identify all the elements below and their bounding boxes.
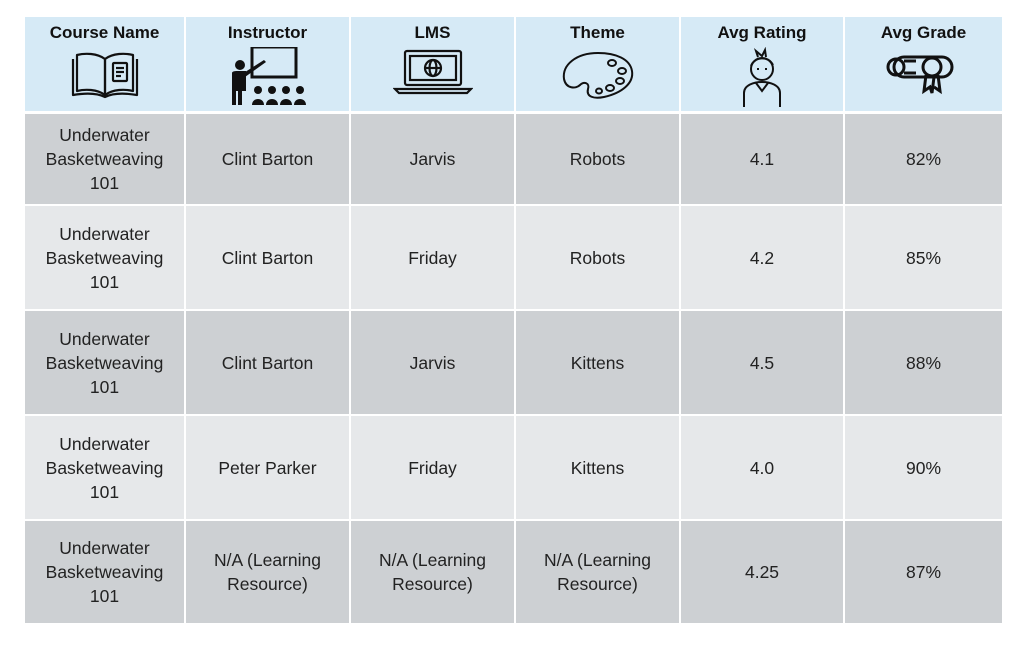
course-table: Course Name Instructor [25,17,1002,625]
table-row: Underwater Basketweaving 101 N/A (Learni… [25,520,1002,625]
cell-lms: N/A (Learning Resource) [350,520,516,625]
cell-course-name: Underwater Basketweaving 101 [25,112,186,206]
header-label: Course Name [49,23,160,42]
cell-theme: Robots [515,112,681,206]
cell-lms: Jarvis [350,112,516,206]
cell-theme: N/A (Learning Resource) [515,520,681,625]
header-avg-grade: Avg Grade [844,17,1002,114]
laptop-globe-icon [392,49,473,95]
header-label: Avg Grade [880,23,967,42]
header-theme: Theme [515,17,681,114]
cell-avg-grade: 82% [844,112,1002,206]
header-row: Course Name Instructor [25,17,1002,114]
table-row: Underwater Basketweaving 101 Clint Barto… [25,310,1002,416]
cell-avg-grade: 87% [844,520,1002,625]
header-label: Avg Rating [717,23,807,42]
table-row: Underwater Basketweaving 101 Clint Barto… [25,205,1002,311]
header-lms: LMS [350,17,516,114]
table-row: Underwater Basketweaving 101 Clint Barto… [25,112,1002,206]
cell-theme: Kittens [515,310,681,416]
header-label: Instructor [227,23,308,42]
table-row: Underwater Basketweaving 101 Peter Parke… [25,415,1002,521]
header-course-name: Course Name [25,17,186,114]
cell-lms: Friday [350,205,516,311]
cell-avg-grade: 88% [844,310,1002,416]
cell-course-name: Underwater Basketweaving 101 [25,310,186,416]
cell-avg-rating: 4.2 [680,205,845,311]
cell-course-name: Underwater Basketweaving 101 [25,520,186,625]
course-table-container: Course Name Instructor [25,17,1002,625]
cell-theme: Kittens [515,415,681,521]
paint-palette-icon [562,51,633,99]
student-person-icon [743,47,781,107]
cell-avg-rating: 4.5 [680,310,845,416]
cell-instructor: Peter Parker [185,415,351,521]
cell-avg-grade: 90% [844,415,1002,521]
header-avg-rating: Avg Rating [680,17,845,114]
cell-avg-rating: 4.1 [680,112,845,206]
cell-instructor: Clint Barton [185,310,351,416]
header-label: Theme [570,23,625,42]
cell-instructor: Clint Barton [185,205,351,311]
teacher-presenting-icon [231,47,306,105]
cell-course-name: Underwater Basketweaving 101 [25,205,186,311]
cell-instructor: N/A (Learning Resource) [185,520,351,625]
cell-avg-rating: 4.25 [680,520,845,625]
open-book-icon [71,52,138,99]
cell-course-name: Underwater Basketweaving 101 [25,415,186,521]
cell-instructor: Clint Barton [185,112,351,206]
cell-lms: Jarvis [350,310,516,416]
diploma-scroll-icon [886,55,953,95]
cell-avg-rating: 4.0 [680,415,845,521]
header-instructor: Instructor [185,17,351,114]
header-label: LMS [414,23,451,42]
cell-avg-grade: 85% [844,205,1002,311]
cell-theme: Robots [515,205,681,311]
cell-lms: Friday [350,415,516,521]
